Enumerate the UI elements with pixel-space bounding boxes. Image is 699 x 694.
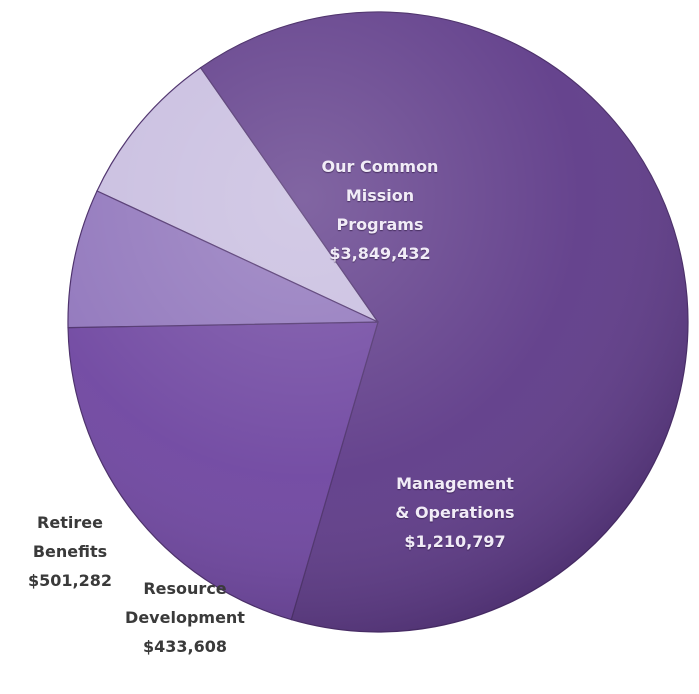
slice-value: $1,210,797 xyxy=(404,532,506,551)
slice-value: $433,608 xyxy=(142,637,227,656)
slice-label-line: Development xyxy=(125,608,245,627)
slice-label-line: Benefits xyxy=(32,542,108,561)
slice-value: $3,849,432 xyxy=(329,244,431,263)
slice-label-line: Retiree xyxy=(37,513,103,532)
slice-label-retiree-benefits: Retiree Benefits $501,282 xyxy=(0,508,140,595)
slice-value: $501,282 xyxy=(27,571,112,590)
slice-label-resource-development: Resource Development $433,608 xyxy=(100,574,270,661)
slice-label-line: Management xyxy=(396,474,514,493)
slice-label-line: Programs xyxy=(336,215,424,234)
slice-label-line: Resource xyxy=(143,579,227,598)
slice-label-line: Our Common xyxy=(321,157,439,176)
slice-label-line: & Operations xyxy=(395,503,515,522)
slice-label-line: Mission xyxy=(345,186,415,205)
slice-label-management-operations: Management & Operations $1,210,797 xyxy=(355,469,555,556)
slice-label-our-common-mission-programs: Our Common Mission Programs $3,849,432 xyxy=(270,152,490,268)
